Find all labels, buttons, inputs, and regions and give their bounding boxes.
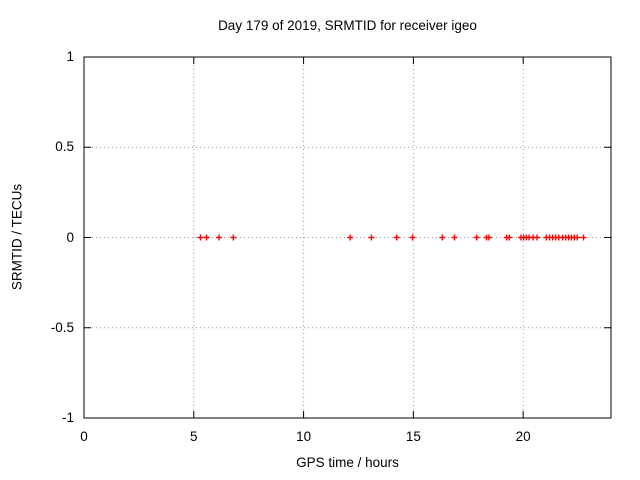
data-point-marker xyxy=(216,234,223,241)
chart-title: Day 179 of 2019, SRMTID for receiver ige… xyxy=(218,18,477,33)
data-point-marker xyxy=(197,234,204,241)
y-tick-label: 1 xyxy=(66,49,74,64)
x-tick-label: 15 xyxy=(405,429,421,444)
data-point-marker xyxy=(347,234,354,241)
x-tick-label: 5 xyxy=(190,429,198,444)
y-tick-label: -0.5 xyxy=(50,319,74,335)
data-point-marker xyxy=(574,234,581,241)
data-point-marker xyxy=(368,234,375,241)
x-tick-label: 0 xyxy=(80,429,88,444)
data-point-marker xyxy=(473,234,480,241)
y-tick-label: -1 xyxy=(61,410,74,425)
plot-border xyxy=(83,56,612,419)
data-point-marker xyxy=(203,234,210,241)
y-tick-label: 0 xyxy=(66,229,74,245)
data-point-marker xyxy=(506,234,513,241)
data-point-marker xyxy=(580,234,587,241)
data-points-srmtid xyxy=(197,234,587,241)
data-point-marker xyxy=(451,234,458,241)
data-point-marker xyxy=(485,234,492,241)
y-tick-label: 0.5 xyxy=(55,139,74,155)
data-point-marker xyxy=(534,234,541,241)
x-tick-label: 10 xyxy=(296,429,312,444)
x-tick-label: 20 xyxy=(515,429,531,444)
data-point-marker xyxy=(439,234,446,241)
data-point-marker xyxy=(409,234,416,241)
data-point-marker xyxy=(393,234,400,241)
data-point-marker xyxy=(230,234,237,241)
x-axis-label: GPS time / hours xyxy=(296,455,399,470)
